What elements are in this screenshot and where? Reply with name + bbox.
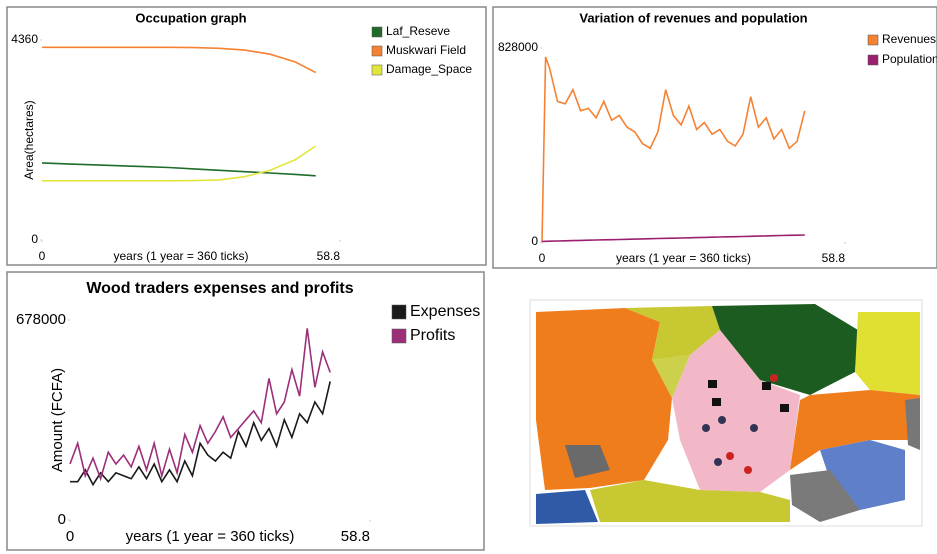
- zone-olive3: [590, 480, 790, 522]
- legend-label: Profits: [410, 327, 455, 344]
- legend-swatch: [867, 34, 879, 46]
- x-tick-label: 58.8: [317, 249, 341, 263]
- y-tick-label: 678000: [16, 311, 66, 328]
- series-line: [70, 381, 331, 487]
- legend-swatch: [391, 304, 407, 320]
- houses: [708, 380, 789, 412]
- legend-label: Population: [882, 52, 937, 66]
- zone-olive2: [652, 355, 690, 398]
- plot-panel: Occupation graph 0 4360 0 58.8 years (1 year …: [6, 6, 487, 266]
- zone-blue2: [536, 490, 598, 524]
- x-tick-label: 58.8: [341, 528, 370, 545]
- zone-yellow: [855, 312, 920, 395]
- zone-gray2: [565, 445, 610, 478]
- plot-panel: Wood traders expenses and profits 0 678000…: [6, 271, 485, 551]
- y-tick-label: 0: [58, 511, 66, 528]
- x-axis-label: years (1 year = 360 ticks): [616, 251, 751, 265]
- series-line: [69, 328, 331, 482]
- x-tick-label: 58.8: [822, 251, 846, 265]
- series-line: [41, 162, 316, 177]
- legend-swatch: [371, 64, 383, 76]
- x-tick-label: 0: [539, 251, 546, 265]
- series-line: [42, 46, 317, 74]
- x-axis-label: years (1 year = 360 ticks): [126, 528, 295, 545]
- legend-label: Revenues: [882, 32, 936, 46]
- legend-swatch: [867, 54, 879, 66]
- zone-gray3: [905, 398, 920, 450]
- plot-title: Wood traders expenses and profits: [86, 280, 353, 297]
- y-tick-label: 0: [531, 234, 538, 248]
- legend-label: Damage_Space: [386, 62, 472, 76]
- legend-swatch: [371, 45, 383, 57]
- x-tick-label: 0: [66, 528, 74, 545]
- legend-label: Expenses: [410, 303, 480, 320]
- legend-swatch: [371, 26, 383, 38]
- y-tick-label: 4360: [11, 32, 38, 46]
- panel: [492, 6, 937, 269]
- legend-label: Muskwari Field: [386, 43, 466, 57]
- zone-orange: [536, 308, 672, 490]
- farmers: [702, 374, 778, 474]
- y-axis-label: Area(hectares): [22, 100, 36, 179]
- zone-forest: [712, 304, 858, 395]
- zone-olive: [625, 306, 720, 360]
- x-axis-label: years (1 year = 360 ticks): [113, 249, 248, 263]
- series-line: [541, 56, 806, 243]
- series-line: [541, 234, 805, 243]
- y-axis-label: Amount (FCFA): [49, 368, 66, 472]
- map: [529, 299, 923, 527]
- legend-label: Laf_Reseve: [386, 24, 450, 38]
- y-tick-label: 828000: [498, 40, 538, 54]
- zone-orange2: [790, 390, 920, 470]
- x-tick-label: 0: [39, 249, 46, 263]
- plot-panel: Variation of revenues and population 0 828…: [492, 6, 937, 269]
- zone-blue: [820, 440, 905, 510]
- plot-title: Variation of revenues and population: [579, 10, 807, 25]
- zone-pink: [672, 330, 800, 492]
- legend-swatch: [391, 328, 407, 344]
- y-tick-label: 0: [31, 232, 38, 246]
- series-line: [42, 145, 317, 182]
- plot-title: Occupation graph: [135, 10, 246, 25]
- zone-gray: [790, 470, 860, 522]
